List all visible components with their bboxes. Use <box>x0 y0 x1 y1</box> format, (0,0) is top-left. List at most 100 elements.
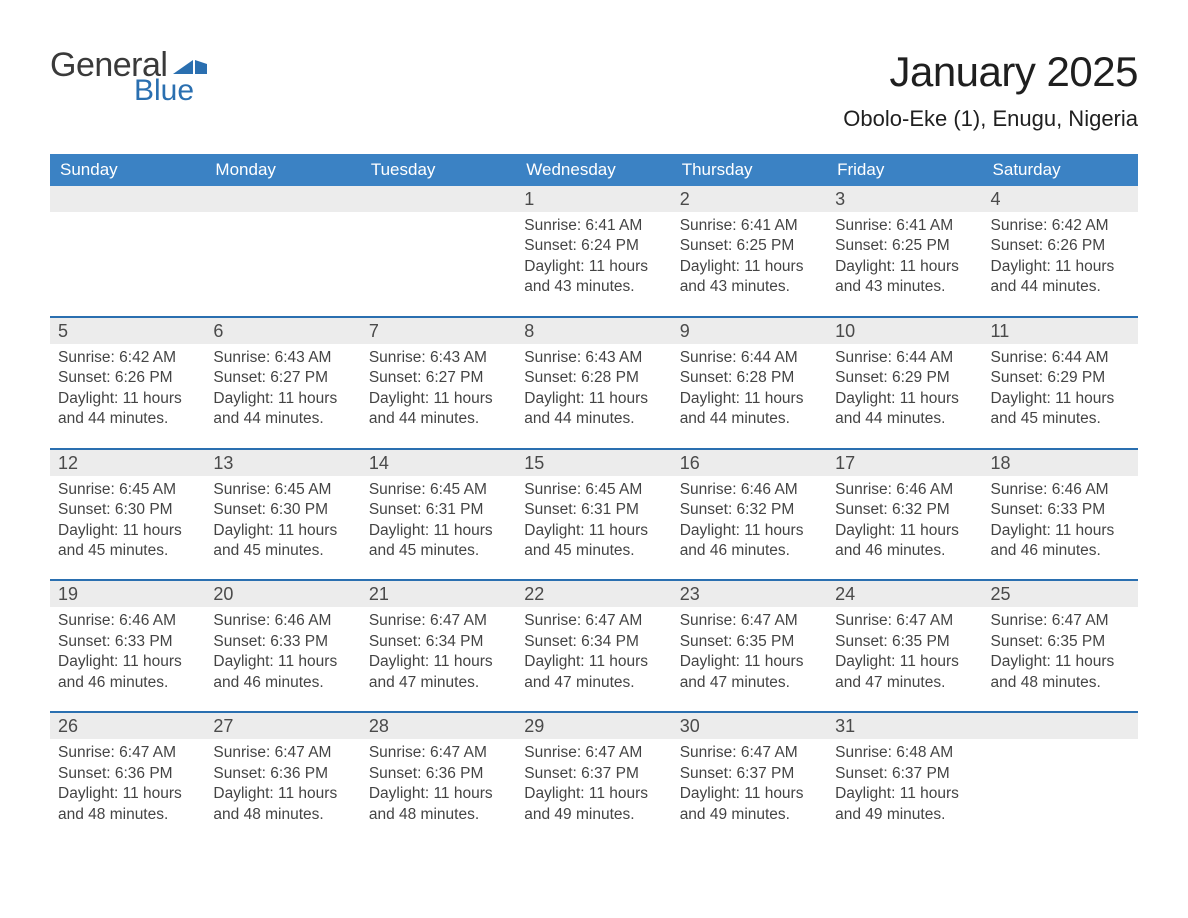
daylight-line-2: and 44 minutes. <box>369 409 510 429</box>
date-number: 19 <box>50 581 205 607</box>
sunset-line: Sunset: 6:27 PM <box>213 368 354 388</box>
daylight-line-1: Daylight: 11 hours <box>213 784 354 804</box>
sunrise-line: Sunrise: 6:47 AM <box>524 611 665 631</box>
day-cell: 25Sunrise: 6:47 AMSunset: 6:35 PMDayligh… <box>983 580 1138 712</box>
daylight-line-1: Daylight: 11 hours <box>991 652 1132 672</box>
date-number: 2 <box>672 186 827 212</box>
daylight-line-2: and 43 minutes. <box>524 277 665 297</box>
week-row: 5Sunrise: 6:42 AMSunset: 6:26 PMDaylight… <box>50 317 1138 449</box>
day-cell: 24Sunrise: 6:47 AMSunset: 6:35 PMDayligh… <box>827 580 982 712</box>
day-body: Sunrise: 6:41 AMSunset: 6:25 PMDaylight:… <box>827 212 982 316</box>
month-title: January 2025 <box>843 48 1138 96</box>
day-body: Sunrise: 6:46 AMSunset: 6:33 PMDaylight:… <box>50 607 205 711</box>
calendar-head: SundayMondayTuesdayWednesdayThursdayFrid… <box>50 154 1138 186</box>
daylight-line-1: Daylight: 11 hours <box>58 652 199 672</box>
sunrise-line: Sunrise: 6:47 AM <box>680 611 821 631</box>
sunset-line: Sunset: 6:34 PM <box>524 632 665 652</box>
day-cell: 14Sunrise: 6:45 AMSunset: 6:31 PMDayligh… <box>361 449 516 581</box>
sunrise-line: Sunrise: 6:47 AM <box>991 611 1132 631</box>
sunrise-line: Sunrise: 6:41 AM <box>680 216 821 236</box>
daylight-line-1: Daylight: 11 hours <box>213 521 354 541</box>
sunrise-line: Sunrise: 6:47 AM <box>369 611 510 631</box>
day-body: Sunrise: 6:47 AMSunset: 6:37 PMDaylight:… <box>672 739 827 843</box>
sunrise-line: Sunrise: 6:45 AM <box>524 480 665 500</box>
sunrise-line: Sunrise: 6:46 AM <box>991 480 1132 500</box>
day-body: Sunrise: 6:45 AMSunset: 6:30 PMDaylight:… <box>50 476 205 580</box>
date-number: 4 <box>983 186 1138 212</box>
day-cell: 29Sunrise: 6:47 AMSunset: 6:37 PMDayligh… <box>516 712 671 843</box>
date-number: 15 <box>516 450 671 476</box>
daylight-line-2: and 44 minutes. <box>213 409 354 429</box>
sunset-line: Sunset: 6:33 PM <box>213 632 354 652</box>
daylight-line-1: Daylight: 11 hours <box>369 784 510 804</box>
day-cell <box>205 186 360 317</box>
date-number: 9 <box>672 318 827 344</box>
date-number <box>361 186 516 212</box>
sunrise-line: Sunrise: 6:41 AM <box>524 216 665 236</box>
day-cell: 22Sunrise: 6:47 AMSunset: 6:34 PMDayligh… <box>516 580 671 712</box>
daylight-line-2: and 44 minutes. <box>524 409 665 429</box>
daylight-line-2: and 43 minutes. <box>835 277 976 297</box>
daylight-line-1: Daylight: 11 hours <box>835 652 976 672</box>
sunset-line: Sunset: 6:27 PM <box>369 368 510 388</box>
day-cell: 15Sunrise: 6:45 AMSunset: 6:31 PMDayligh… <box>516 449 671 581</box>
day-cell: 21Sunrise: 6:47 AMSunset: 6:34 PMDayligh… <box>361 580 516 712</box>
day-body: Sunrise: 6:44 AMSunset: 6:28 PMDaylight:… <box>672 344 827 448</box>
day-cell: 6Sunrise: 6:43 AMSunset: 6:27 PMDaylight… <box>205 317 360 449</box>
daylight-line-2: and 47 minutes. <box>680 673 821 693</box>
daylight-line-1: Daylight: 11 hours <box>991 257 1132 277</box>
sunrise-line: Sunrise: 6:44 AM <box>835 348 976 368</box>
day-body <box>50 212 205 234</box>
date-number <box>50 186 205 212</box>
day-body: Sunrise: 6:46 AMSunset: 6:32 PMDaylight:… <box>672 476 827 580</box>
date-number: 24 <box>827 581 982 607</box>
location-subtitle: Obolo-Eke (1), Enugu, Nigeria <box>843 106 1138 132</box>
sunset-line: Sunset: 6:26 PM <box>58 368 199 388</box>
date-number: 22 <box>516 581 671 607</box>
day-body: Sunrise: 6:46 AMSunset: 6:32 PMDaylight:… <box>827 476 982 580</box>
date-number: 1 <box>516 186 671 212</box>
day-body: Sunrise: 6:48 AMSunset: 6:37 PMDaylight:… <box>827 739 982 843</box>
date-number <box>983 713 1138 739</box>
day-body: Sunrise: 6:45 AMSunset: 6:31 PMDaylight:… <box>361 476 516 580</box>
daylight-line-2: and 44 minutes. <box>835 409 976 429</box>
day-body: Sunrise: 6:47 AMSunset: 6:35 PMDaylight:… <box>672 607 827 711</box>
sunset-line: Sunset: 6:30 PM <box>213 500 354 520</box>
day-body: Sunrise: 6:47 AMSunset: 6:34 PMDaylight:… <box>516 607 671 711</box>
day-cell: 26Sunrise: 6:47 AMSunset: 6:36 PMDayligh… <box>50 712 205 843</box>
sunset-line: Sunset: 6:33 PM <box>991 500 1132 520</box>
daylight-line-1: Daylight: 11 hours <box>524 521 665 541</box>
daylight-line-2: and 45 minutes. <box>213 541 354 561</box>
week-row: 26Sunrise: 6:47 AMSunset: 6:36 PMDayligh… <box>50 712 1138 843</box>
day-body: Sunrise: 6:47 AMSunset: 6:36 PMDaylight:… <box>361 739 516 843</box>
day-name-header: Monday <box>205 154 360 186</box>
daylight-line-2: and 45 minutes. <box>524 541 665 561</box>
sunrise-line: Sunrise: 6:45 AM <box>58 480 199 500</box>
week-row: 12Sunrise: 6:45 AMSunset: 6:30 PMDayligh… <box>50 449 1138 581</box>
day-body: Sunrise: 6:44 AMSunset: 6:29 PMDaylight:… <box>983 344 1138 448</box>
sunrise-line: Sunrise: 6:46 AM <box>58 611 199 631</box>
day-body: Sunrise: 6:44 AMSunset: 6:29 PMDaylight:… <box>827 344 982 448</box>
sunset-line: Sunset: 6:32 PM <box>835 500 976 520</box>
daylight-line-1: Daylight: 11 hours <box>680 652 821 672</box>
day-cell: 30Sunrise: 6:47 AMSunset: 6:37 PMDayligh… <box>672 712 827 843</box>
sunrise-line: Sunrise: 6:47 AM <box>835 611 976 631</box>
day-body: Sunrise: 6:43 AMSunset: 6:28 PMDaylight:… <box>516 344 671 448</box>
daylight-line-2: and 48 minutes. <box>213 805 354 825</box>
day-body <box>361 212 516 234</box>
day-body <box>205 212 360 234</box>
daylight-line-2: and 47 minutes. <box>369 673 510 693</box>
day-body: Sunrise: 6:47 AMSunset: 6:36 PMDaylight:… <box>50 739 205 843</box>
sunset-line: Sunset: 6:35 PM <box>991 632 1132 652</box>
date-number: 14 <box>361 450 516 476</box>
daylight-line-1: Daylight: 11 hours <box>524 257 665 277</box>
sunset-line: Sunset: 6:25 PM <box>680 236 821 256</box>
day-name-header: Wednesday <box>516 154 671 186</box>
day-cell: 19Sunrise: 6:46 AMSunset: 6:33 PMDayligh… <box>50 580 205 712</box>
header-row: General Blue January 2025 Obolo-Eke (1),… <box>50 48 1138 132</box>
day-cell <box>361 186 516 317</box>
date-number: 8 <box>516 318 671 344</box>
daylight-line-2: and 46 minutes. <box>58 673 199 693</box>
daylight-line-2: and 49 minutes. <box>524 805 665 825</box>
daylight-line-1: Daylight: 11 hours <box>213 389 354 409</box>
